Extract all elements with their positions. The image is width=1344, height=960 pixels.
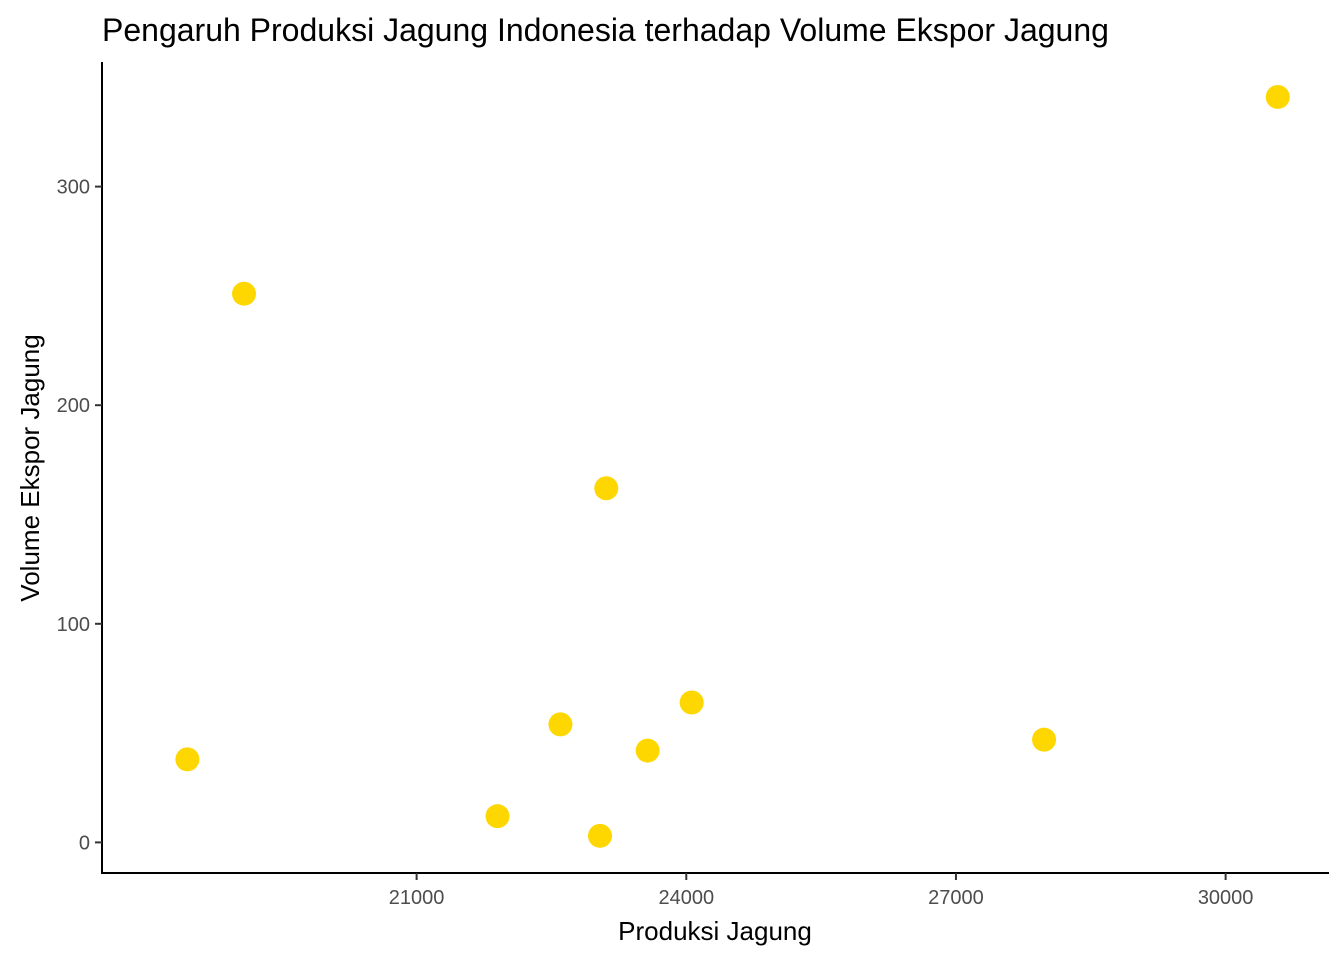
points-layer — [175, 85, 1289, 848]
chart-title: Pengaruh Produksi Jagung Indonesia terha… — [102, 12, 1109, 48]
x-axis-title: Produksi Jagung — [618, 916, 812, 946]
data-point — [175, 747, 199, 771]
data-point — [594, 476, 618, 500]
y-axis-ticks: 0 100 200 300 — [57, 177, 102, 855]
x-tick-label: 27000 — [928, 887, 984, 909]
x-tick-label: 21000 — [389, 887, 445, 909]
data-point — [1032, 728, 1056, 752]
data-point — [636, 739, 660, 763]
y-tick-label: 300 — [57, 177, 90, 199]
data-point — [232, 282, 256, 306]
plot-area: 21000 24000 27000 30000 0 100 200 300 — [57, 62, 1329, 909]
data-point — [588, 824, 612, 848]
y-tick-label: 200 — [57, 395, 90, 417]
x-tick-label: 24000 — [658, 887, 714, 909]
data-point — [486, 804, 510, 828]
y-tick-label: 0 — [79, 832, 90, 854]
x-tick-label: 30000 — [1198, 887, 1254, 909]
data-point — [680, 690, 704, 714]
x-axis-ticks: 21000 24000 27000 30000 — [389, 873, 1254, 909]
y-tick-label: 100 — [57, 614, 90, 636]
y-axis-title: Volume Ekspor Jagung — [15, 334, 45, 601]
data-point — [548, 712, 572, 736]
data-point — [1266, 85, 1290, 109]
